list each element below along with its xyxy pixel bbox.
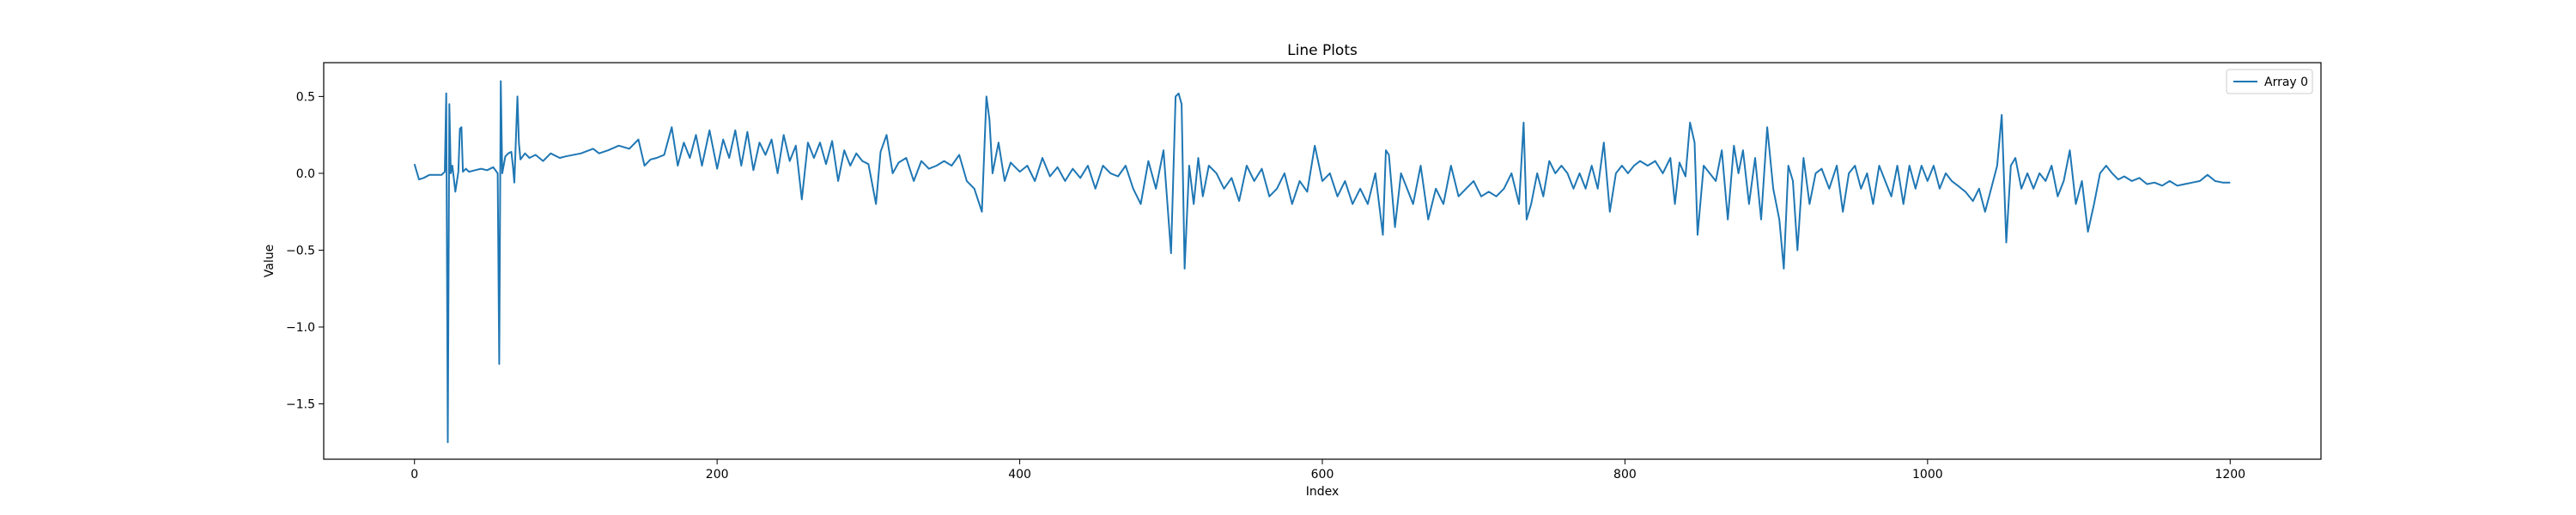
legend: Array 0: [2226, 69, 2313, 94]
chart-title: Line Plots: [1287, 42, 1358, 59]
x-tick-label: 800: [1613, 468, 1637, 482]
y-tick-label: −1.0: [286, 321, 315, 335]
y-tick-label: −1.5: [286, 398, 315, 412]
y-tick-label: −0.5: [286, 244, 315, 258]
y-axis: 0.5 0.0 −0.5 −1.0 −1.5: [286, 90, 324, 412]
x-tick-label: 600: [1311, 468, 1334, 482]
legend-box: [2226, 69, 2313, 94]
x-tick-label: 1200: [2215, 468, 2245, 482]
series-group: [413, 80, 2231, 444]
x-tick-label: 400: [1008, 468, 1031, 482]
legend-label-array-0: Array 0: [2264, 76, 2308, 89]
y-tick-label: 0.5: [296, 90, 315, 104]
x-tick-label: 1000: [1912, 468, 1943, 482]
y-axis-title: Value: [263, 245, 276, 277]
plot-area: 0 200 400 600 800 1000 1200 0.5 0.0 −0.5 −1.0 −1.5: [286, 62, 2322, 482]
series-line-0: [413, 80, 2231, 444]
x-tick-label: 0: [410, 468, 418, 482]
y-tick-label: 0.0: [296, 167, 315, 181]
x-axis-title: Index: [1306, 485, 1340, 499]
x-axis: 0 200 400 600 800 1000 1200: [410, 459, 2245, 482]
x-tick-label: 200: [706, 468, 729, 482]
plot-frame: [323, 62, 2322, 460]
